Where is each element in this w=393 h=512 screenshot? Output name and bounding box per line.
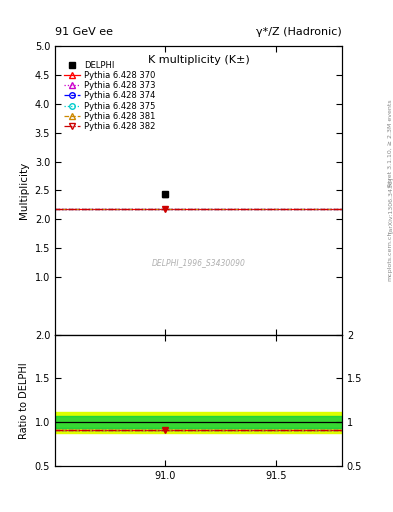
Text: K multiplicity (K±): K multiplicity (K±) [148,55,249,65]
Text: [arXiv:1306.3436]: [arXiv:1306.3436] [387,177,392,233]
Text: 91 GeV ee: 91 GeV ee [55,27,113,37]
Y-axis label: Multiplicity: Multiplicity [19,162,29,219]
Text: γ*/Z (Hadronic): γ*/Z (Hadronic) [256,27,342,37]
Text: DELPHI_1996_S3430090: DELPHI_1996_S3430090 [152,258,245,267]
Text: Rivet 3.1.10, ≥ 2.3M events: Rivet 3.1.10, ≥ 2.3M events [387,99,392,187]
Y-axis label: Ratio to DELPHI: Ratio to DELPHI [19,362,29,439]
Text: mcplots.cern.ch: mcplots.cern.ch [387,231,392,281]
Legend: DELPHI, Pythia 6.428 370, Pythia 6.428 373, Pythia 6.428 374, Pythia 6.428 375, : DELPHI, Pythia 6.428 370, Pythia 6.428 3… [62,59,157,133]
